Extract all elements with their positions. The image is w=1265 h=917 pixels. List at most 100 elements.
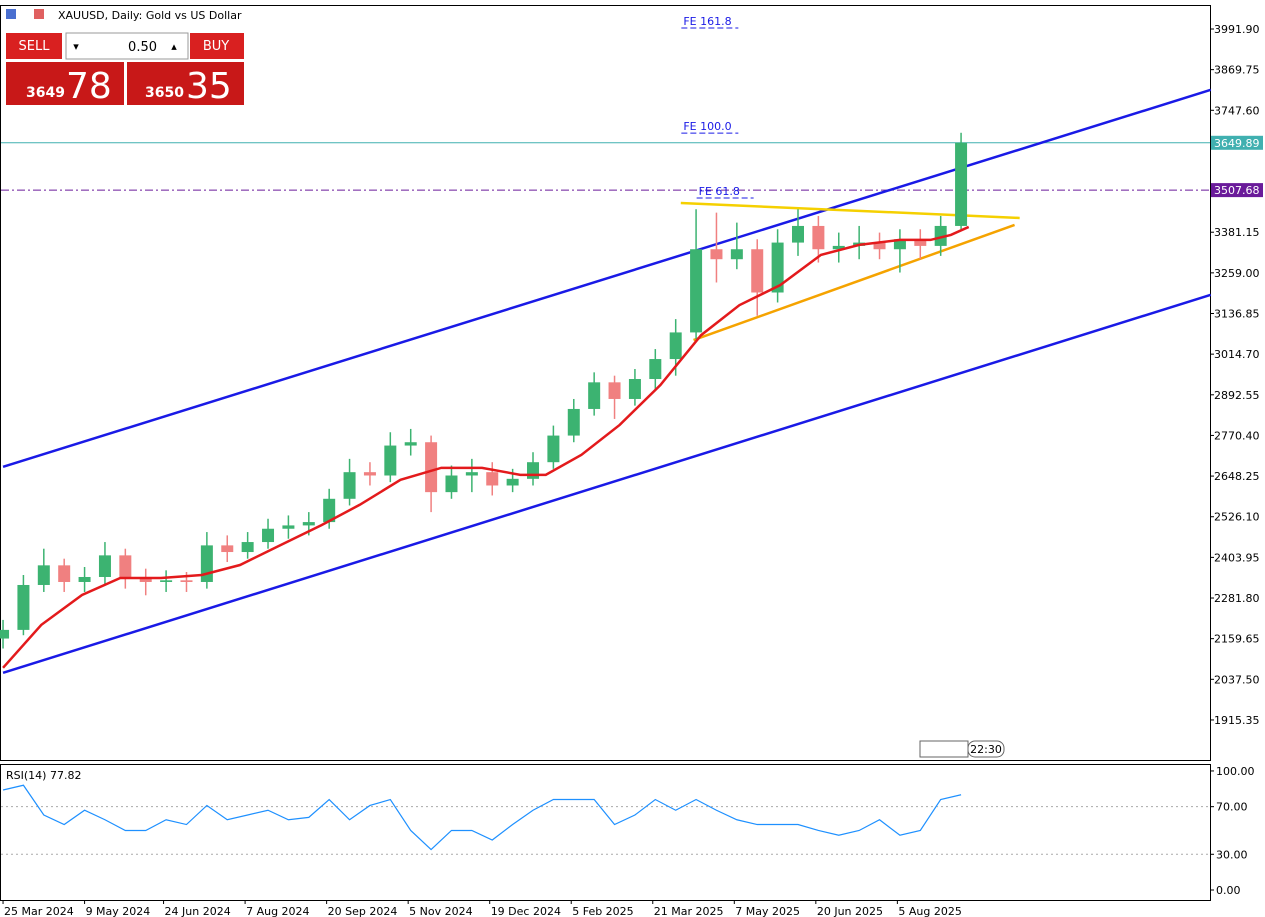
candle-body <box>588 382 601 409</box>
buy-label[interactable]: BUY <box>203 39 229 54</box>
candle-body <box>608 382 621 399</box>
candle-body <box>384 445 397 476</box>
y-tick-label: 2770.40 <box>1214 429 1260 442</box>
time-box <box>967 740 1005 758</box>
candle-body <box>486 472 499 486</box>
buy-price-big[interactable]: 3650 <box>145 85 184 101</box>
y-tick-label: 3991.90 <box>1214 23 1260 36</box>
symbol-title: XAUUSD, Daily: Gold vs US Dollar <box>58 9 242 22</box>
candle-body <box>302 522 315 526</box>
x-tick-label: 5 Feb 2025 <box>572 905 633 917</box>
candle-body <box>812 225 825 250</box>
y-tick-label: 2648.25 <box>1214 470 1260 483</box>
x-tick-label: 20 Jun 2025 <box>817 905 883 917</box>
x-tick-label: 19 Dec 2024 <box>491 905 561 917</box>
sell-price-small[interactable]: 78 <box>66 66 112 107</box>
y-tick-label: 3747.60 <box>1214 104 1260 117</box>
y-tick-label: 3381.15 <box>1214 226 1260 239</box>
x-tick-label: 5 Aug 2025 <box>898 905 961 917</box>
candle-body <box>282 525 295 529</box>
down-arrow[interactable]: ▾ <box>73 40 79 53</box>
x-tick-label: 24 Jun 2024 <box>165 905 231 917</box>
volume[interactable]: 0.50 <box>128 40 157 55</box>
volume-box[interactable] <box>65 32 189 60</box>
sell-label[interactable]: SELL <box>19 39 51 54</box>
rsi-line <box>2 784 962 851</box>
candle-body <box>465 472 478 476</box>
sell-price-big[interactable]: 3649 <box>26 85 65 101</box>
plot: 3991.90 3869.75 3747.60 3381.15 3259.00 3136.… <box>0 15 1263 917</box>
buy-button[interactable] <box>190 33 244 59</box>
y-tick-label: 3869.75 <box>1214 64 1260 77</box>
candle-body <box>0 629 10 639</box>
sell-price-box[interactable] <box>6 62 124 105</box>
x-tick-label: 9 May 2024 <box>86 905 151 917</box>
candle-body <box>119 555 132 579</box>
candle-body <box>710 249 723 260</box>
candle-body <box>425 442 438 493</box>
candle-body <box>17 584 30 630</box>
y-tick-label: 2892.55 <box>1214 389 1260 402</box>
rsi-y-tick-label: 30.00 <box>1216 848 1248 861</box>
candle-body <box>669 332 682 360</box>
candle-body <box>628 379 641 399</box>
candle-body <box>37 565 50 585</box>
main-frame <box>0 5 1211 761</box>
candle-body <box>649 359 662 380</box>
sell-button[interactable] <box>6 33 62 59</box>
price-label-box <box>1211 183 1263 198</box>
candle-body <box>934 225 947 246</box>
scroll-marker[interactable] <box>919 740 969 758</box>
candle-body <box>200 545 213 582</box>
x-tick-label: 25 Mar 2024 <box>4 905 74 917</box>
up-arrow[interactable]: ▴ <box>171 40 177 53</box>
candle-body <box>160 580 173 582</box>
y-tick-label: 1915.35 <box>1214 714 1260 727</box>
candle-body <box>791 225 804 243</box>
x-tick-label: 20 Sep 2024 <box>328 905 398 917</box>
y-tick-label: 2526.10 <box>1214 511 1260 524</box>
y-tick-label: 2281.80 <box>1214 592 1260 605</box>
candle-body <box>262 528 275 543</box>
candle-body <box>78 576 91 582</box>
candle-body <box>751 249 764 293</box>
rsi-y-tick-label: 0.00 <box>1216 884 1241 897</box>
candle-body <box>58 565 71 582</box>
y-tick-label: 3136.85 <box>1214 308 1260 321</box>
candle-body <box>98 555 111 577</box>
candle-body <box>771 242 784 293</box>
moving-average <box>2 225 970 669</box>
candle-body <box>547 435 560 463</box>
buy-price-box[interactable] <box>127 62 244 105</box>
fe-label: FE 161.8 <box>683 15 731 28</box>
x-tick-label: 7 Aug 2024 <box>246 905 309 917</box>
buy-price-small[interactable]: 35 <box>186 66 232 107</box>
trendline <box>2 293 1212 675</box>
candle-body <box>527 462 540 479</box>
rsi-y-tick-label: 70.00 <box>1216 801 1248 814</box>
candle-body <box>832 245 845 250</box>
candle-body <box>139 578 152 582</box>
candle-body <box>363 472 376 476</box>
candle-body <box>241 542 254 553</box>
y-tick-label: 2159.65 <box>1214 633 1260 646</box>
candle-body <box>690 249 703 333</box>
y-tick-label: 2403.95 <box>1214 551 1260 564</box>
rsi-y-tick-label: 100.00 <box>1216 765 1255 778</box>
candle-body <box>730 249 743 260</box>
candle-body <box>221 545 234 553</box>
y-tick-label: 3259.00 <box>1214 267 1260 280</box>
candle-body <box>343 472 356 499</box>
candle-body <box>445 475 458 493</box>
x-tick-label: 21 Mar 2025 <box>654 905 724 917</box>
candle-body <box>893 239 906 250</box>
rsi-title: RSI(14) 77.82 <box>6 769 81 782</box>
fe-label: FE 100.0 <box>683 120 731 133</box>
x-tick-label: 7 May 2025 <box>735 905 800 917</box>
trendline <box>693 223 1015 342</box>
price-label: 3649.89 <box>1214 137 1260 150</box>
time-label: 22:30 <box>970 743 1002 756</box>
price-label: 3507.68 <box>1214 184 1260 197</box>
trendline <box>680 201 1020 220</box>
